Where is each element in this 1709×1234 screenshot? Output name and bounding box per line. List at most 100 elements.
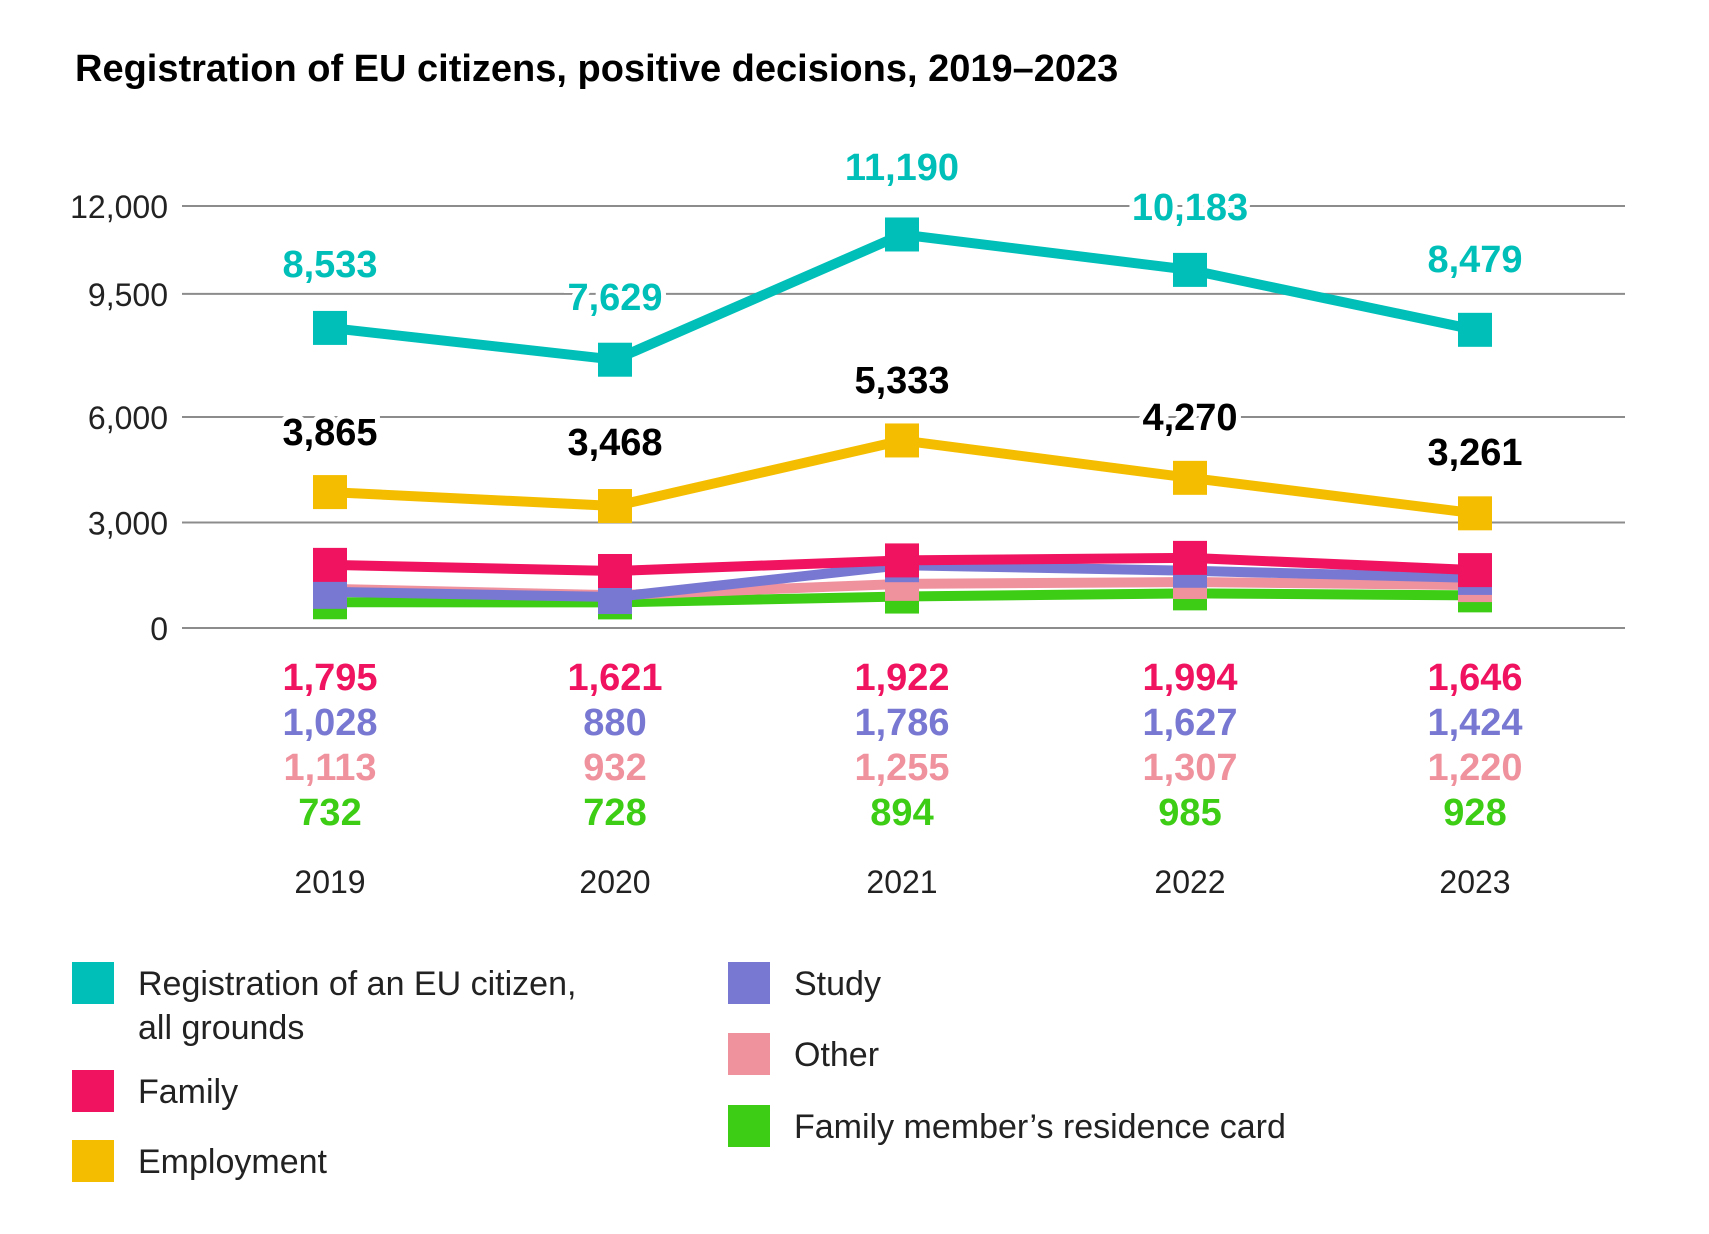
data-label-halo: 8,533: [282, 244, 377, 286]
y-tick-label: 12,000: [70, 189, 168, 225]
data-label: 3,468: [567, 422, 662, 464]
x-tick-label: 2021: [866, 864, 937, 900]
x-tick-label: 2023: [1439, 864, 1510, 900]
data-label: 3,865: [282, 412, 377, 454]
data-label-halo: 10,183: [1132, 187, 1248, 229]
data-point-marker: [598, 342, 632, 377]
legend-label: Other: [794, 1033, 879, 1077]
legend-label-line: Registration of an EU citizen,: [138, 965, 577, 1003]
data-point-marker: [313, 475, 347, 510]
series-lines: [313, 217, 1492, 620]
data-label: 1,113: [284, 747, 377, 789]
data-label: 1,994: [1142, 657, 1237, 699]
legend-item: Study: [728, 962, 881, 1006]
y-axis-ticks: 0 3,000 6,000 9,500 12,000: [70, 189, 168, 647]
x-axis-ticks: 2019 2020 2021 2022 2023: [294, 864, 1510, 900]
data-point-marker: [885, 217, 919, 252]
legend-swatch: [728, 1105, 770, 1147]
data-label: 5,333: [854, 360, 949, 402]
y-tick-label: 0: [150, 611, 168, 647]
legend-label-line: all grounds: [138, 1009, 305, 1047]
legend-label-line: Study: [794, 965, 881, 1003]
data-point-marker: [885, 423, 919, 458]
data-label-halo: 5,333: [854, 360, 949, 402]
legend-swatch: [728, 1033, 770, 1075]
data-label: 932: [583, 747, 646, 789]
legend-item: Family: [72, 1070, 238, 1114]
y-tick-label: 9,500: [88, 277, 168, 313]
data-label: 880: [583, 702, 646, 744]
data-point-marker: [1458, 496, 1492, 531]
data-label: 1,922: [854, 657, 949, 699]
x-tick-label: 2022: [1154, 864, 1225, 900]
legend-item: Registration of an EU citizen, all ground…: [72, 962, 576, 1050]
data-label: 985: [1158, 792, 1221, 834]
data-label: 10,183: [1132, 187, 1248, 229]
data-point-marker: [313, 310, 347, 345]
data-label: 728: [583, 792, 646, 834]
data-label-halo: 3,468: [567, 422, 662, 464]
legend-swatch: [728, 962, 770, 1004]
legend-swatch: [72, 1070, 114, 1112]
series-1: [313, 423, 1492, 531]
data-label: 4,270: [1142, 397, 1237, 439]
legend-swatch: [72, 1140, 114, 1182]
data-label: 8,479: [1427, 239, 1522, 281]
y-tick-label: 6,000: [88, 400, 168, 436]
gridlines: [182, 205, 1625, 629]
legend-label: Study: [794, 962, 881, 1006]
data-point-marker: [1458, 553, 1492, 588]
data-label: 1,786: [854, 702, 949, 744]
data-label: 928: [1443, 792, 1506, 834]
data-point-marker: [885, 543, 919, 578]
data-label: 1,621: [567, 657, 662, 699]
data-label: 7,629: [567, 277, 662, 319]
series-2: [313, 540, 1492, 588]
series-line: [329, 229, 1477, 365]
data-point-marker: [313, 547, 347, 582]
legend-label-line: Family member’s residence card: [794, 1108, 1286, 1146]
data-label-halo: 3,261: [1427, 432, 1522, 474]
data-labels: 8,5338,5337,6297,62911,19011,19010,18310…: [277, 142, 1527, 834]
y-tick-label: 3,000: [88, 506, 168, 542]
data-label: 3,261: [1427, 432, 1522, 474]
data-label-halo: 8,479: [1427, 239, 1522, 281]
data-point-marker: [1173, 540, 1207, 575]
legend-label: Family: [138, 1070, 238, 1114]
data-label: 1,220: [1427, 747, 1522, 789]
data-label-halo: 3,865: [282, 412, 377, 454]
data-label: 1,255: [854, 747, 949, 789]
data-label: 1,646: [1427, 657, 1522, 699]
data-point-marker: [598, 489, 632, 524]
data-label: 11,190: [845, 147, 959, 189]
data-label: 1,795: [282, 657, 377, 699]
data-point-marker: [598, 553, 632, 588]
legend-item: Family member’s residence card: [728, 1105, 1286, 1149]
data-label: 1,627: [1142, 702, 1237, 744]
data-label-halo: 7,629: [567, 277, 662, 319]
chart-title: Registration of EU citizens, positive de…: [75, 48, 1119, 90]
series-0: [313, 217, 1492, 377]
legend-label-line: Family: [138, 1073, 239, 1111]
data-label: 1,307: [1142, 747, 1237, 789]
legend-label: Family member’s residence card: [794, 1105, 1286, 1149]
legend-label: Employment: [138, 1140, 327, 1184]
legend-label-line: Other: [794, 1036, 880, 1074]
legend-item: Other: [728, 1033, 879, 1077]
data-label: 1,028: [282, 702, 377, 744]
data-point-marker: [1173, 460, 1207, 495]
legend-label: Registration of an EU citizen, all ground…: [138, 962, 576, 1050]
legend-swatch: [72, 962, 114, 1004]
data-label-halo: 11,190: [845, 147, 959, 189]
data-label: 8,533: [282, 244, 377, 286]
data-label-halo: 4,270: [1142, 397, 1237, 439]
data-point-marker: [1458, 312, 1492, 347]
data-label: 732: [298, 792, 361, 834]
x-tick-label: 2020: [579, 864, 650, 900]
x-tick-label: 2019: [294, 864, 365, 900]
data-label: 894: [870, 792, 933, 834]
legend-item: Employment: [72, 1140, 327, 1184]
legend-label-line: Employment: [138, 1143, 327, 1181]
data-label: 1,424: [1427, 702, 1522, 744]
